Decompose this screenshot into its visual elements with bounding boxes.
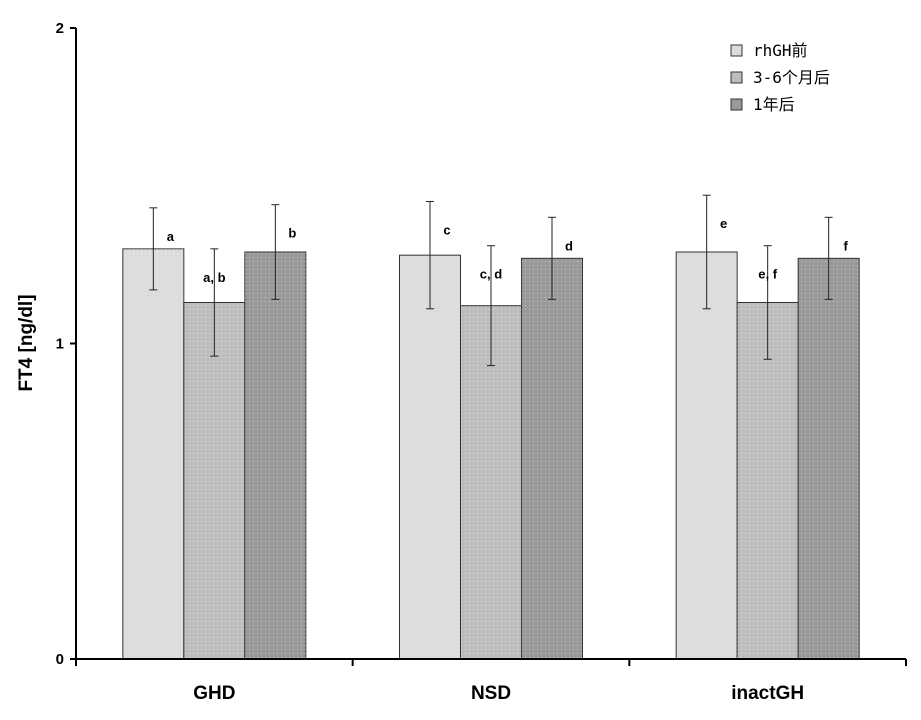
bar-texture-GHD-0 [122, 248, 184, 659]
bar-texture-GHD-2 [244, 252, 306, 659]
legend-swatch-1 [730, 71, 743, 84]
significance-label: a, b [203, 270, 225, 285]
y-axis-title: FT4 [ng/dl] [16, 294, 37, 391]
legend-label-0: rhGH前 [753, 41, 808, 60]
significance-label: c, d [480, 267, 502, 282]
bar-texture-inactGH-2 [798, 258, 860, 659]
category-label: inactGH [731, 683, 804, 704]
significance-label: d [565, 238, 573, 253]
y-tick-label: 1 [56, 336, 64, 353]
significance-label: c [443, 223, 450, 238]
legend-label-2: 1年后 [753, 95, 795, 114]
significance-label: e, f [758, 267, 777, 282]
category-label: NSD [471, 683, 511, 704]
category-label: GHD [193, 683, 235, 704]
axes-layer: 0 1 2 GHD NSD inactGH [56, 20, 907, 704]
y-tick-label: 0 [56, 651, 64, 668]
legend-swatch-2 [730, 98, 743, 111]
significance-label: a [167, 229, 175, 244]
bar-texture-NSD-0 [399, 255, 461, 659]
bar-texture-NSD-2 [521, 258, 583, 659]
bar-texture-inactGH-0 [676, 252, 738, 659]
y-tick-label: 2 [56, 20, 64, 37]
legend: rhGH前 3-6个月后 1年后 [730, 41, 830, 114]
significance-label: b [288, 226, 296, 241]
bar-texture-inactGH-1 [737, 302, 799, 659]
bar-texture-GHD-1 [183, 302, 245, 659]
significance-label: f [843, 238, 848, 253]
bars-layer: a a, b b c c, d d e e, f f [122, 194, 860, 660]
significance-label: e [720, 216, 727, 231]
legend-swatch-0 [730, 44, 743, 57]
legend-label-1: 3-6个月后 [753, 68, 830, 87]
